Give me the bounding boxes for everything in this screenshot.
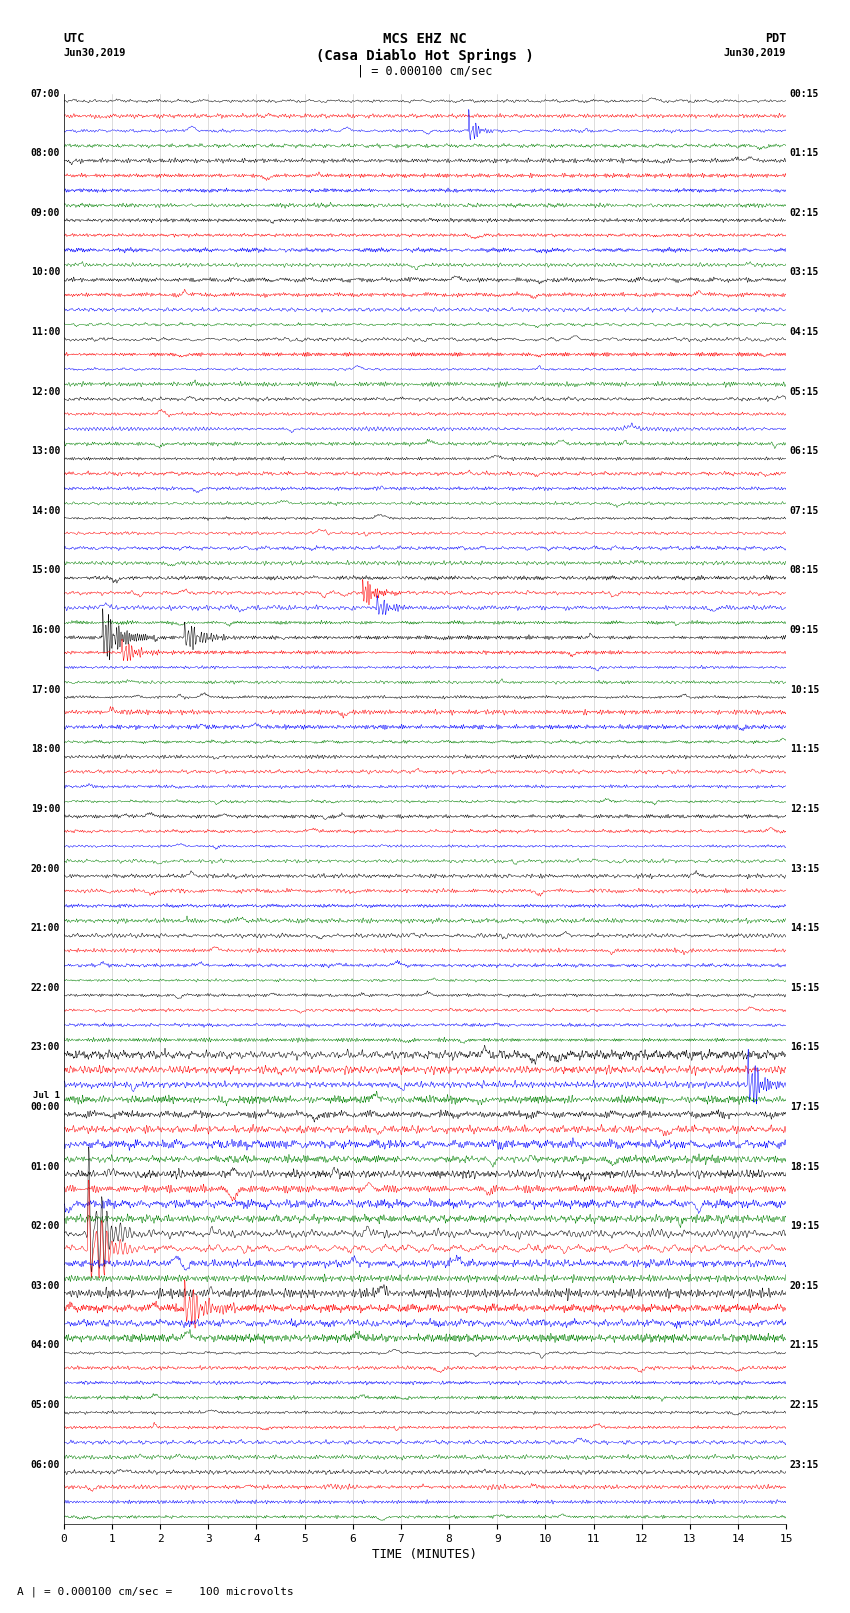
Text: 03:00: 03:00 <box>31 1281 60 1290</box>
Text: 14:15: 14:15 <box>790 923 819 934</box>
Text: 18:15: 18:15 <box>790 1161 819 1171</box>
Text: A | = 0.000100 cm/sec =    100 microvolts: A | = 0.000100 cm/sec = 100 microvolts <box>17 1586 294 1597</box>
Text: 21:15: 21:15 <box>790 1340 819 1350</box>
Text: | = 0.000100 cm/sec: | = 0.000100 cm/sec <box>357 65 493 77</box>
Text: 08:00: 08:00 <box>31 148 60 158</box>
Text: 19:00: 19:00 <box>31 803 60 815</box>
Text: 12:00: 12:00 <box>31 387 60 397</box>
Text: PDT: PDT <box>765 32 786 45</box>
Text: 01:00: 01:00 <box>31 1161 60 1171</box>
Text: 19:15: 19:15 <box>790 1221 819 1231</box>
Text: 09:00: 09:00 <box>31 208 60 218</box>
Text: 17:00: 17:00 <box>31 684 60 695</box>
Text: 15:15: 15:15 <box>790 982 819 992</box>
Text: 06:00: 06:00 <box>31 1460 60 1469</box>
Text: Jul 1: Jul 1 <box>33 1090 60 1100</box>
X-axis label: TIME (MINUTES): TIME (MINUTES) <box>372 1548 478 1561</box>
Text: 01:15: 01:15 <box>790 148 819 158</box>
Text: 13:15: 13:15 <box>790 863 819 874</box>
Text: Jun30,2019: Jun30,2019 <box>64 48 127 58</box>
Text: 09:15: 09:15 <box>790 626 819 636</box>
Text: 02:00: 02:00 <box>31 1221 60 1231</box>
Text: 03:15: 03:15 <box>790 268 819 277</box>
Text: 08:15: 08:15 <box>790 566 819 576</box>
Text: 22:00: 22:00 <box>31 982 60 992</box>
Text: 16:15: 16:15 <box>790 1042 819 1052</box>
Text: 00:00: 00:00 <box>31 1102 60 1111</box>
Text: 11:15: 11:15 <box>790 744 819 755</box>
Text: 13:00: 13:00 <box>31 447 60 456</box>
Text: 15:00: 15:00 <box>31 566 60 576</box>
Text: 10:15: 10:15 <box>790 684 819 695</box>
Text: 20:15: 20:15 <box>790 1281 819 1290</box>
Text: 07:15: 07:15 <box>790 506 819 516</box>
Text: 04:00: 04:00 <box>31 1340 60 1350</box>
Text: 18:00: 18:00 <box>31 744 60 755</box>
Text: 21:00: 21:00 <box>31 923 60 934</box>
Text: 10:00: 10:00 <box>31 268 60 277</box>
Text: 20:00: 20:00 <box>31 863 60 874</box>
Text: 12:15: 12:15 <box>790 803 819 815</box>
Text: 23:00: 23:00 <box>31 1042 60 1052</box>
Text: 07:00: 07:00 <box>31 89 60 98</box>
Text: 23:15: 23:15 <box>790 1460 819 1469</box>
Text: 17:15: 17:15 <box>790 1102 819 1111</box>
Text: 16:00: 16:00 <box>31 626 60 636</box>
Text: 22:15: 22:15 <box>790 1400 819 1410</box>
Text: 00:15: 00:15 <box>790 89 819 98</box>
Text: UTC: UTC <box>64 32 85 45</box>
Text: Jun30,2019: Jun30,2019 <box>723 48 786 58</box>
Text: 04:15: 04:15 <box>790 327 819 337</box>
Text: 02:15: 02:15 <box>790 208 819 218</box>
Text: (Casa Diablo Hot Springs ): (Casa Diablo Hot Springs ) <box>316 48 534 63</box>
Text: 06:15: 06:15 <box>790 447 819 456</box>
Text: MCS EHZ NC: MCS EHZ NC <box>383 32 467 47</box>
Text: 11:00: 11:00 <box>31 327 60 337</box>
Text: 05:00: 05:00 <box>31 1400 60 1410</box>
Text: 05:15: 05:15 <box>790 387 819 397</box>
Text: 14:00: 14:00 <box>31 506 60 516</box>
